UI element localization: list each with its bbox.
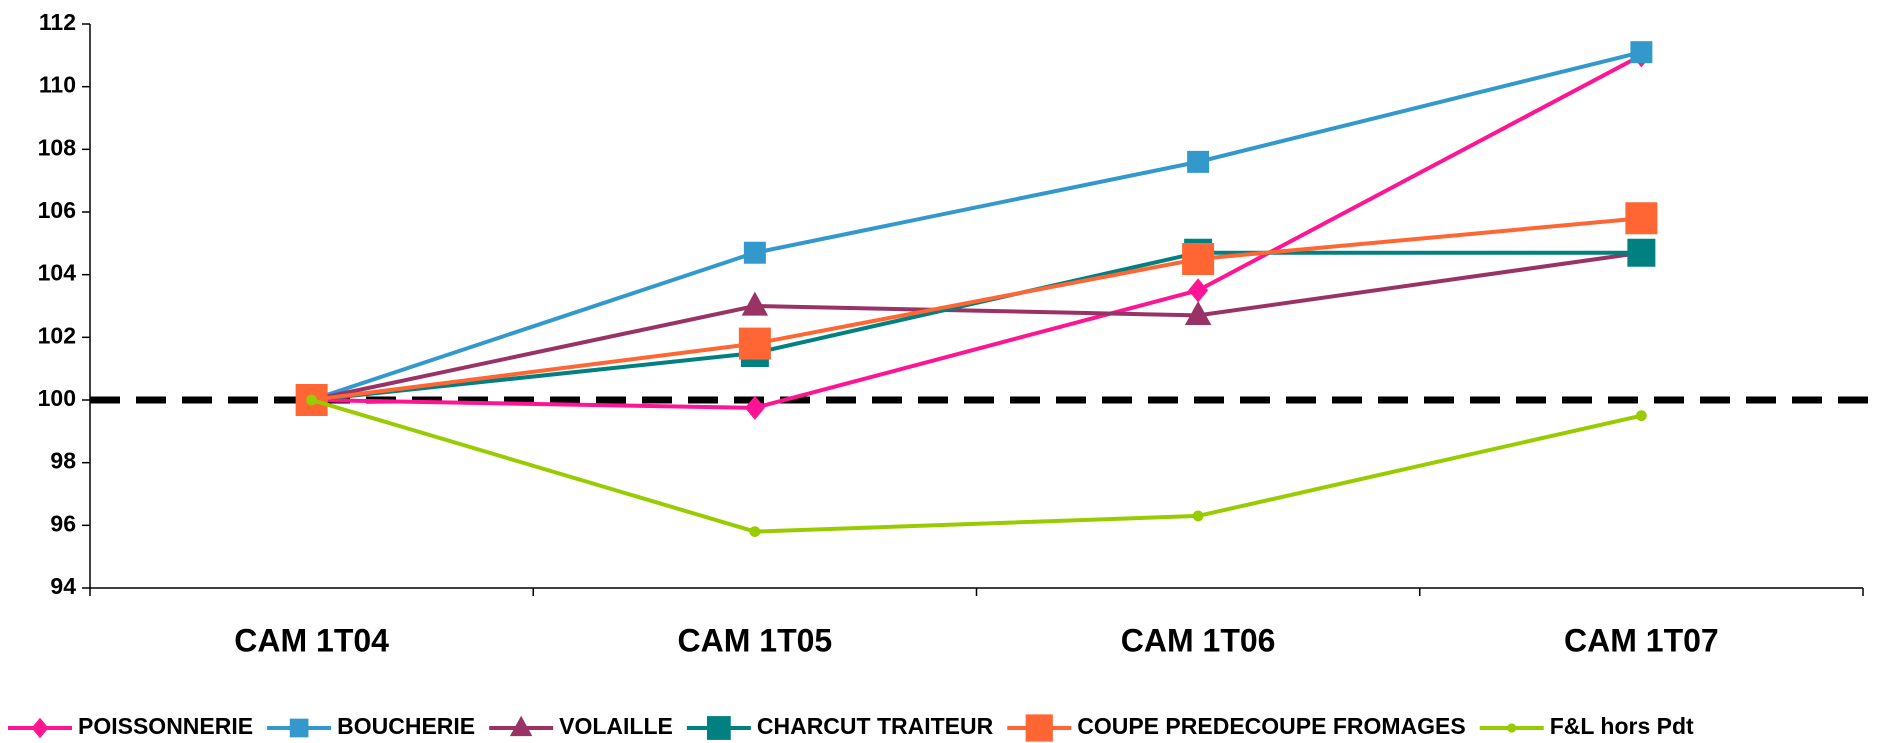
legend-label: CHARCUT TRAITEUR [757,713,994,739]
marker [1184,301,1212,325]
marker [1627,238,1656,267]
marker [1182,243,1215,275]
marker [1187,150,1210,173]
marker [743,241,766,264]
series [306,394,1647,537]
legend-label: VOLAILLE [559,713,673,739]
y-tick-label: 94 [50,573,76,599]
marker [1025,714,1053,742]
series-line [311,398,1642,534]
series [298,238,1655,410]
y-tick-label: 96 [50,510,76,536]
y-tick-label: 98 [50,448,76,474]
x-tick-label: CAM 1T06 [1121,622,1276,658]
legend-item: POISSONNERIE [8,713,253,739]
series-line [311,250,1642,402]
y-tick-label: 110 [39,72,76,98]
y-tick-label: 112 [39,9,76,35]
series [300,41,1653,411]
marker [509,715,533,737]
marker [1630,41,1653,64]
x-tick-label: CAM 1T05 [678,622,833,658]
y-tick-label: 108 [38,134,77,160]
series-line [311,53,1643,410]
marker [306,394,318,406]
y-tick-label: 100 [38,385,76,411]
marker [1635,410,1647,422]
marker [1625,202,1658,235]
marker [289,718,309,738]
legend-item: CHARCUT TRAITEUR [686,713,994,740]
series-line [311,250,1642,402]
y-tick-label: 102 [38,322,76,348]
series-line [311,216,1642,402]
marker [31,717,49,739]
legend-item: F&L hors Pdt [1479,713,1694,739]
x-tick-label: CAM 1T07 [1564,622,1719,658]
legend-label: COUPE PREDECOUPE FROMAGES [1077,713,1466,739]
series-line [310,50,1642,402]
legend-item: VOLAILLE [489,713,673,739]
marker [1507,723,1517,733]
marker [738,327,771,360]
y-tick-label: 106 [38,197,76,223]
marker [706,716,731,740]
marker [741,291,769,316]
legend-item: COUPE PREDECOUPE FROMAGES [1007,713,1466,742]
legend-item: BOUCHERIE [267,713,475,739]
legend-label: POISSONNERIE [78,713,253,739]
marker [744,395,765,420]
y-tick-label: 104 [38,260,77,286]
x-tick-label: CAM 1T04 [234,622,389,658]
legend-label: BOUCHERIE [337,713,475,739]
series [295,202,1658,416]
marker [1192,510,1204,522]
marker [749,526,761,537]
marker [1188,278,1209,303]
legend-label: F&L hors Pdt [1550,713,1694,739]
series [297,238,1656,414]
